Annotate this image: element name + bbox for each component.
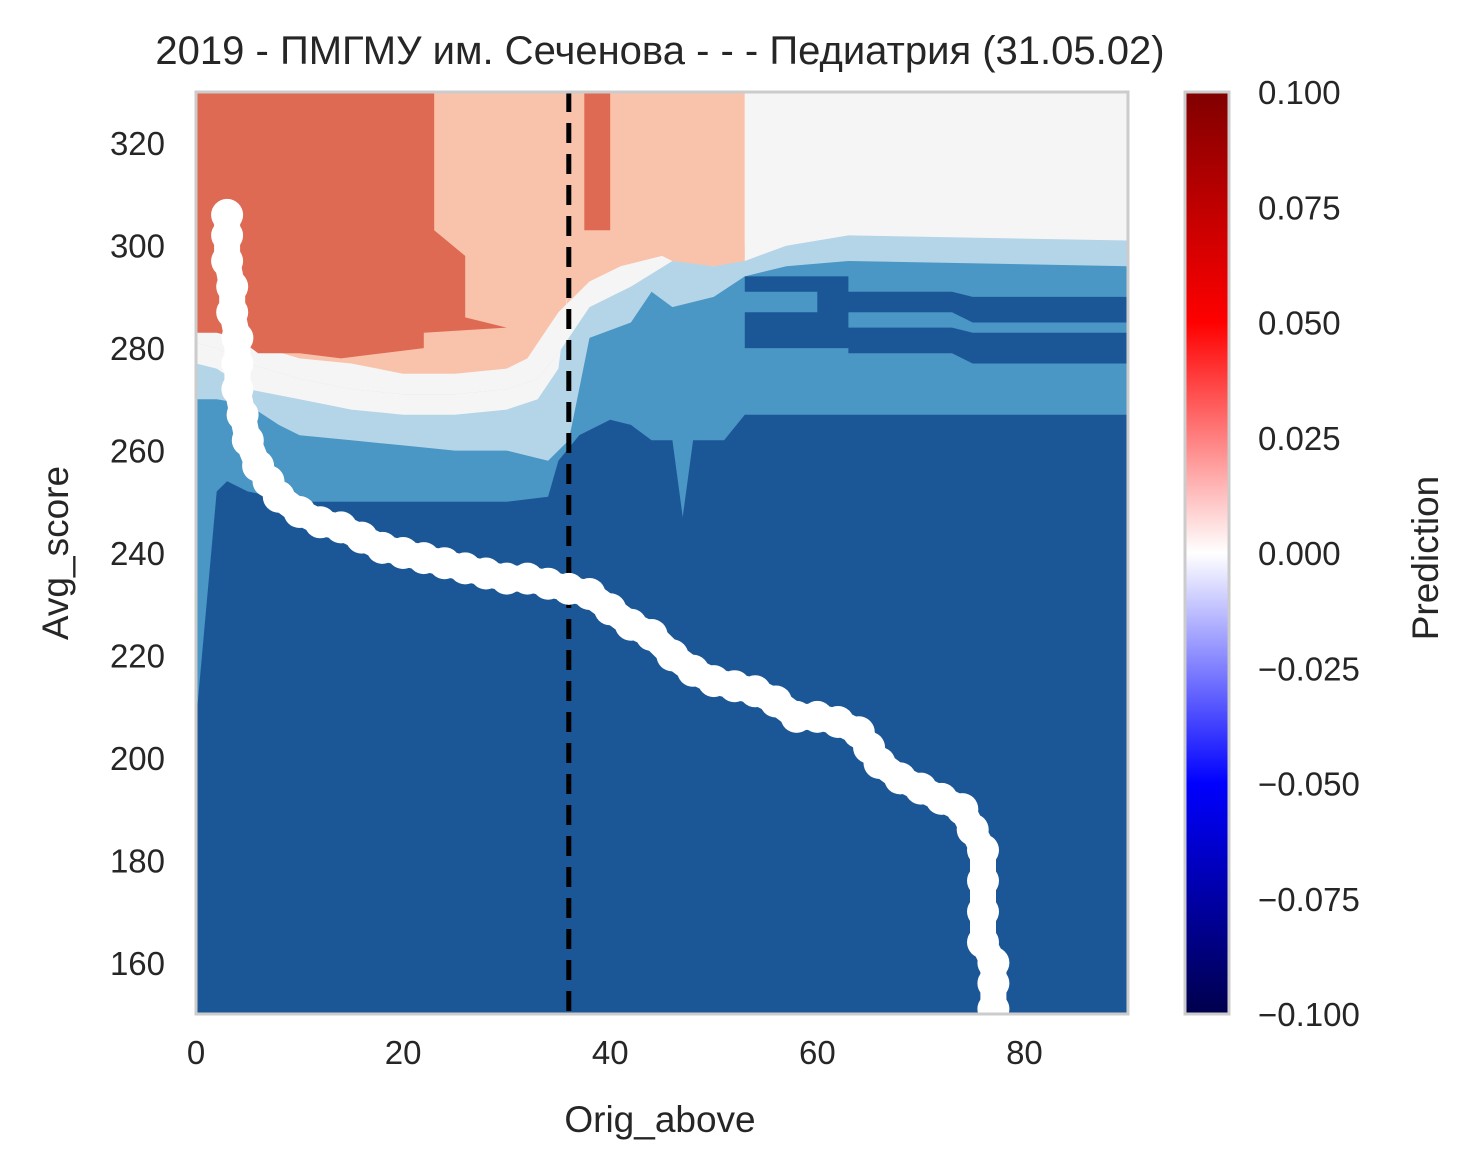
y-tick-label: 320 (110, 125, 165, 162)
y-tick-label: 220 (110, 637, 165, 674)
colorbar-tick-label: −0.100 (1258, 996, 1360, 1033)
colorbar-label: Prediction (1405, 476, 1446, 641)
colorbar-tick-label: −0.050 (1258, 766, 1360, 803)
series-point (221, 373, 254, 406)
y-tick-label: 180 (110, 842, 165, 879)
series-point (967, 864, 999, 897)
x-tick-label: 40 (592, 1034, 629, 1071)
colorbar-frame (1183, 90, 1231, 1016)
y-tick-label: 200 (110, 740, 165, 777)
colorbar-tick-label: 0.025 (1258, 420, 1341, 457)
series-points (211, 198, 1010, 1014)
series-point (967, 895, 999, 928)
y-axis-title: Avg_score (35, 466, 76, 640)
field-mid-red-strip (584, 92, 611, 231)
series-point (211, 245, 244, 277)
colorbar-ticks: 0.100 0.075 0.050 0.025 0.000 −0.025 −0.050 −0.… (1258, 74, 1360, 1033)
x-tick-label: 60 (799, 1034, 836, 1071)
x-tick-label: 0 (187, 1034, 205, 1071)
field-mid-red (196, 92, 507, 359)
chart-title: 2019 - ПМГМУ им. Сеченова - - - Педиатри… (155, 29, 1164, 73)
y-tick-label: 300 (110, 228, 165, 265)
series-point (977, 992, 1010, 1014)
series-point (221, 321, 254, 354)
y-tick-label: 240 (110, 535, 165, 572)
colorbar-tick-label: −0.025 (1258, 650, 1360, 687)
series-point (977, 967, 1010, 1000)
plot-area (196, 92, 1128, 1014)
x-axis-title: Orig_above (564, 1099, 755, 1140)
series-point (226, 398, 259, 431)
series-point (635, 619, 668, 651)
plot-frame (194, 90, 1130, 1016)
colorbar-tick-label: 0.075 (1258, 189, 1341, 226)
colorbar-tick-label: 0.100 (1258, 74, 1341, 111)
x-axis-ticks: 0 20 40 60 80 (187, 1034, 1043, 1071)
field-neutral-upper (744, 92, 1128, 246)
y-tick-label: 260 (110, 433, 165, 470)
series-point (211, 219, 244, 252)
x-tick-label: 80 (1006, 1034, 1043, 1071)
series-point (967, 834, 999, 867)
colorbar: 0.100 0.075 0.050 0.025 0.000 −0.025 −0.050 −0.… (1183, 74, 1446, 1033)
x-tick-label: 20 (385, 1034, 422, 1071)
y-tick-label: 160 (110, 945, 165, 982)
series-point (216, 296, 249, 329)
series-point (221, 347, 254, 380)
y-tick-label: 280 (110, 330, 165, 367)
field-deep-blue-upper (744, 276, 1128, 364)
field-neutral-band (196, 286, 569, 415)
colorbar-gradient (1185, 92, 1229, 1014)
colorbar-tick-label: 0.000 (1258, 535, 1341, 572)
colorbar-tick-label: 0.050 (1258, 305, 1341, 342)
colorbar-tick-label: −0.075 (1258, 881, 1360, 918)
y-axis-ticks: 160 180 200 220 240 260 280 300 320 (110, 125, 165, 982)
series-point (216, 270, 249, 303)
series-point (231, 424, 264, 457)
